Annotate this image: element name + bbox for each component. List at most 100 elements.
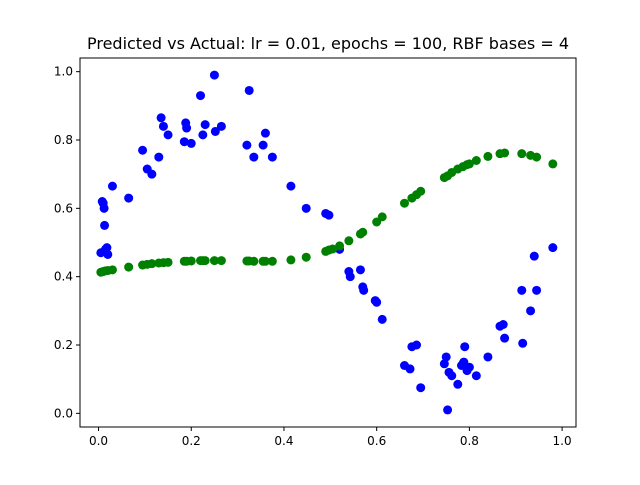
data-point bbox=[107, 265, 117, 275]
data-point bbox=[471, 156, 481, 165]
data-point bbox=[526, 306, 536, 316]
data-point bbox=[439, 359, 449, 369]
data-point bbox=[209, 70, 219, 80]
data-point bbox=[249, 256, 259, 266]
data-point bbox=[124, 262, 134, 272]
data-point bbox=[179, 137, 189, 147]
y-tick-label: 0.8 bbox=[54, 133, 73, 147]
data-point bbox=[483, 352, 493, 362]
y-tick-label: 0.0 bbox=[54, 406, 73, 420]
plot-frame bbox=[79, 57, 577, 428]
data-point bbox=[200, 256, 210, 266]
data-point bbox=[147, 169, 157, 179]
data-point bbox=[416, 383, 426, 393]
x-tick-label: 0.2 bbox=[182, 434, 201, 448]
data-point bbox=[517, 149, 527, 159]
data-point bbox=[441, 352, 451, 362]
series-2-points bbox=[96, 148, 558, 277]
data-point bbox=[377, 212, 387, 222]
data-point bbox=[464, 159, 474, 169]
y-tick-label: 0.6 bbox=[54, 201, 73, 215]
data-point bbox=[377, 314, 387, 324]
data-point bbox=[258, 140, 268, 150]
data-point bbox=[301, 203, 311, 213]
data-point bbox=[244, 85, 254, 95]
data-point bbox=[260, 256, 270, 266]
data-point bbox=[372, 297, 382, 307]
data-point bbox=[532, 285, 542, 295]
data-point bbox=[210, 126, 220, 136]
data-point bbox=[107, 181, 117, 191]
data-point bbox=[416, 186, 426, 196]
x-tick-label: 1.0 bbox=[553, 434, 572, 448]
data-point bbox=[358, 227, 368, 237]
data-point bbox=[532, 152, 542, 162]
x-tick-label: 0.0 bbox=[89, 434, 108, 448]
data-point bbox=[529, 251, 539, 261]
data-point bbox=[103, 249, 113, 259]
data-point bbox=[399, 198, 409, 208]
data-point bbox=[286, 181, 296, 191]
data-point bbox=[260, 128, 270, 138]
chart-title: Predicted vs Actual: lr = 0.01, epochs =… bbox=[87, 34, 569, 53]
data-point bbox=[412, 340, 422, 350]
data-point bbox=[186, 256, 196, 266]
data-point bbox=[216, 121, 226, 131]
data-point bbox=[464, 362, 474, 372]
data-point bbox=[216, 256, 226, 266]
data-point bbox=[198, 130, 208, 140]
series-1-points bbox=[96, 70, 558, 415]
data-point bbox=[267, 256, 277, 266]
data-point bbox=[286, 255, 296, 265]
x-axis-ticks: 0.0 0.2 0.4 0.6 0.8 1.0 bbox=[89, 427, 572, 448]
data-point bbox=[324, 210, 334, 220]
data-point bbox=[147, 259, 157, 269]
data-point bbox=[483, 151, 493, 161]
data-point bbox=[335, 241, 345, 251]
data-point bbox=[154, 152, 164, 162]
data-point bbox=[163, 130, 173, 140]
data-point bbox=[249, 152, 259, 162]
data-point bbox=[100, 220, 110, 230]
data-point bbox=[99, 203, 109, 213]
data-point bbox=[267, 152, 277, 162]
data-point bbox=[359, 285, 369, 295]
data-point bbox=[460, 342, 470, 352]
data-point bbox=[242, 140, 252, 150]
data-point bbox=[517, 285, 527, 295]
data-point bbox=[405, 364, 415, 374]
y-tick-label: 0.2 bbox=[54, 338, 73, 352]
y-axis-ticks: 0.0 0.2 0.4 0.6 0.8 1.0 bbox=[54, 65, 80, 420]
data-point bbox=[500, 333, 510, 343]
data-point bbox=[443, 405, 453, 415]
data-point bbox=[328, 244, 338, 254]
data-point bbox=[548, 159, 558, 169]
y-tick-label: 0.4 bbox=[54, 270, 73, 284]
data-point bbox=[156, 113, 166, 123]
data-point bbox=[102, 243, 112, 253]
data-point bbox=[196, 91, 206, 101]
data-point bbox=[453, 379, 463, 389]
data-point bbox=[124, 193, 134, 203]
data-point bbox=[498, 320, 508, 329]
chart-marks bbox=[96, 70, 558, 415]
data-point bbox=[471, 371, 481, 381]
data-point bbox=[138, 145, 148, 155]
data-point bbox=[163, 257, 173, 267]
data-point bbox=[301, 252, 311, 262]
data-point bbox=[186, 138, 196, 148]
x-tick-label: 0.4 bbox=[274, 434, 293, 448]
data-point bbox=[500, 148, 510, 158]
x-tick-label: 0.8 bbox=[460, 434, 479, 448]
data-point bbox=[158, 121, 168, 131]
data-point bbox=[355, 265, 365, 275]
data-point bbox=[518, 338, 528, 348]
data-point bbox=[209, 256, 219, 266]
data-point bbox=[548, 243, 558, 253]
y-tick-label: 1.0 bbox=[54, 65, 73, 79]
data-point bbox=[344, 236, 354, 246]
data-point bbox=[345, 272, 355, 282]
x-tick-label: 0.6 bbox=[367, 434, 386, 448]
